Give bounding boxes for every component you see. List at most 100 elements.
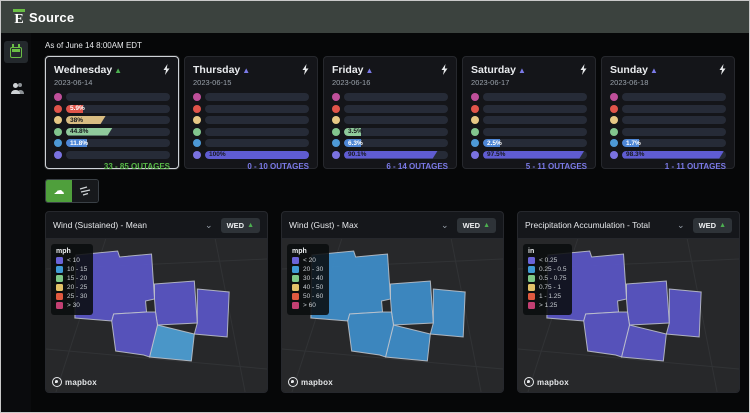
legend-label: 0.25 - 0.5 [539,266,567,273]
severity-dot [54,139,62,147]
day-name: Wednesday ▲ [54,64,123,76]
legend-label: 25 - 30 [67,293,88,300]
legend-row: 40 - 50 [292,284,323,291]
legend-chip [56,275,63,282]
day-badge[interactable]: WED ▲ [692,217,732,233]
legend-label: 50 - 60 [303,293,324,300]
day-card-saturday[interactable]: Saturday ▲ 2023-06-17 2.5% 97.5% 5 - 11 O… [462,56,596,171]
severity-row: 5.9% [54,104,170,113]
panel-header: Precipitation Accumulation - Total ⌄ WED… [518,212,739,239]
severity-dot [193,150,201,159]
bar-fill: 3.5% [344,127,363,136]
legend-row: < 20 [292,257,323,264]
severity-row: 98.3% [610,150,726,159]
chevron-down-icon[interactable]: ⌄ [441,219,449,230]
mapbox-logo-icon [288,377,298,387]
day-card-wednesday[interactable]: Wednesday ▲ 2023-06-14 5.9% 38% 44.8% 11.… [45,56,179,171]
map-legend: mph < 10 10 - 15 15 - 20 20 - 25 25 - 30… [51,244,94,315]
day-card-thursday[interactable]: Thursday ▲ 2023-06-15 100% 0 - 10 OUTAGES [184,56,318,171]
bar-fill: 2.5% [483,139,502,147]
severity-bar [483,93,587,101]
bar-fill: 44.8% [66,128,113,136]
severity-row [54,93,170,101]
sidebar-item-users[interactable] [4,77,28,99]
bar-label: 2.5% [487,139,502,147]
severity-dot [610,150,618,159]
map-panel-wind-gust: Wind (Gust) - Max ⌄ WED ▲ [281,211,504,393]
day-name: Sunday ▲ [610,64,658,76]
map-canvas[interactable]: mph < 20 20 - 30 30 - 40 40 - 50 50 - 60… [282,239,503,392]
severity-dot [471,104,479,113]
day-badge[interactable]: WED ▲ [456,217,496,233]
map-panel-precipitation: Precipitation Accumulation - Total ⌄ WED… [517,211,740,393]
sidebar-item-forecast[interactable] [4,41,28,63]
mapbox-attribution[interactable]: mapbox [52,377,97,387]
map-canvas[interactable]: mph < 10 10 - 15 15 - 20 20 - 25 25 - 30… [46,239,267,392]
severity-row [610,93,726,101]
outage-range: 1 - 11 OUTAGES [664,162,726,171]
severity-dot [332,104,340,113]
chevron-down-icon[interactable]: ⌄ [677,219,685,230]
bar-label: 90.1% [348,151,367,158]
severity-row: 97.5% [471,150,587,159]
severity-dot [610,104,618,113]
severity-bar [344,104,448,113]
panel-header: Wind (Sustained) - Mean ⌄ WED ▲ [46,212,267,239]
bar-label: 98.3% [626,151,645,158]
legend-label: 0.75 - 1 [539,284,562,291]
severity-dot [471,93,479,101]
day-cards-row: Wednesday ▲ 2023-06-14 5.9% 38% 44.8% 11.… [45,56,741,171]
chevron-down-icon[interactable]: ⌄ [205,219,213,230]
main-content: As of June 14 8:00AM EDT Wednesday ▲ 2023… [31,33,749,412]
severity-bar: 6.3% [344,139,448,147]
bar-fill: 100% [205,150,309,159]
severity-dot [54,104,62,113]
day-badge[interactable]: WED ▲ [220,217,260,233]
legend-chip [56,293,63,300]
trend-up-icon: ▲ [483,221,490,229]
legend-row: 0.75 - 1 [528,284,566,291]
severity-row [193,116,309,124]
severity-bar [205,116,309,124]
severity-bar [205,104,309,113]
legend-label: 20 - 30 [303,266,324,273]
lightning-icon [580,64,587,75]
severity-dot [193,139,201,147]
day-card-sunday[interactable]: Sunday ▲ 2023-06-18 1.7% 98.3% 1 - 11 OUT… [601,56,735,171]
severity-row: 3.5% [332,127,448,136]
legend-row: > 1.25 [528,302,566,309]
outage-range: 0 - 10 OUTAGES [247,162,309,171]
day-card-friday[interactable]: Friday ▲ 2023-06-16 3.5% 6.3% 90.1% 6 - 1… [323,56,457,171]
legend-chip [528,257,535,264]
map-legend: in < 0.25 0.25 - 0.5 0.5 - 0.75 0.75 - 1… [523,244,573,315]
legend-label: 30 - 40 [303,275,324,282]
cloud-icon: ☁ [53,184,65,197]
severity-bar [622,127,726,136]
bar-label: 44.8% [70,128,89,135]
severity-dot [610,127,618,136]
legend-row: 25 - 30 [56,293,87,300]
severity-bar: 97.5% [483,150,587,159]
severity-bar [483,104,587,113]
map-panels-row: Wind (Sustained) - Mean ⌄ WED ▲ [45,211,741,393]
severity-bar: 100% [205,150,309,159]
lightning-icon [163,64,170,75]
lightning-icon [302,64,309,75]
map-panel-wind-sustained: Wind (Sustained) - Mean ⌄ WED ▲ [45,211,268,393]
cloud-layer-toggle[interactable]: ☁ [46,180,72,202]
severity-bar [483,116,587,124]
legend-row: 10 - 15 [56,266,87,273]
trend-up-icon: ▲ [365,66,374,75]
severity-row [471,116,587,124]
map-canvas[interactable]: in < 0.25 0.25 - 0.5 0.5 - 0.75 0.75 - 1… [518,239,739,392]
mapbox-attribution[interactable]: mapbox [288,377,333,387]
severity-row: 6.3% [332,139,448,147]
mapbox-attribution[interactable]: mapbox [524,377,569,387]
wind-layer-toggle[interactable] [72,180,98,202]
severity-row [193,139,309,147]
severity-dot [610,93,618,101]
bar-fill: 11.8% [66,139,88,147]
severity-row [471,127,587,136]
outage-range: 33 - 85 OUTAGES [103,162,170,171]
panel-title: Wind (Gust) - Max [289,220,358,230]
